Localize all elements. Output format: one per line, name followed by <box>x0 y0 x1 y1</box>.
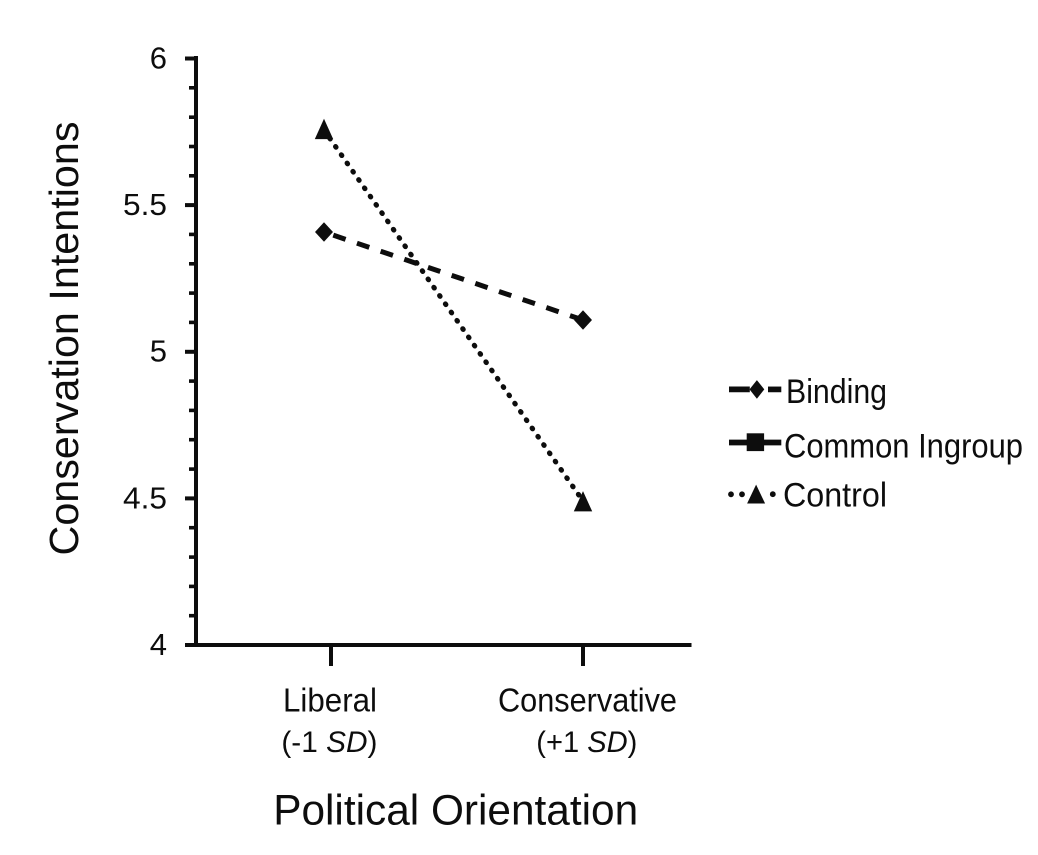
svg-text:4: 4 <box>150 627 167 662</box>
svg-text:Liberal: Liberal <box>283 682 377 719</box>
svg-text:(-1 SD): (-1 SD) <box>281 726 377 759</box>
svg-text:(+1 SD): (+1 SD) <box>536 726 637 759</box>
svg-text:Conservation Intentions: Conservation Intentions <box>41 122 87 556</box>
svg-text:Binding: Binding <box>786 373 887 411</box>
svg-text:Conservative: Conservative <box>498 682 677 719</box>
svg-text:4.5: 4.5 <box>123 480 167 515</box>
svg-text:Common Ingroup: Common Ingroup <box>784 428 1023 466</box>
svg-text:5.5: 5.5 <box>123 187 167 222</box>
svg-text:5: 5 <box>150 334 167 369</box>
svg-text:Control: Control <box>783 477 887 515</box>
svg-text:Political Orientation: Political Orientation <box>273 787 638 835</box>
svg-text:6: 6 <box>150 41 167 76</box>
